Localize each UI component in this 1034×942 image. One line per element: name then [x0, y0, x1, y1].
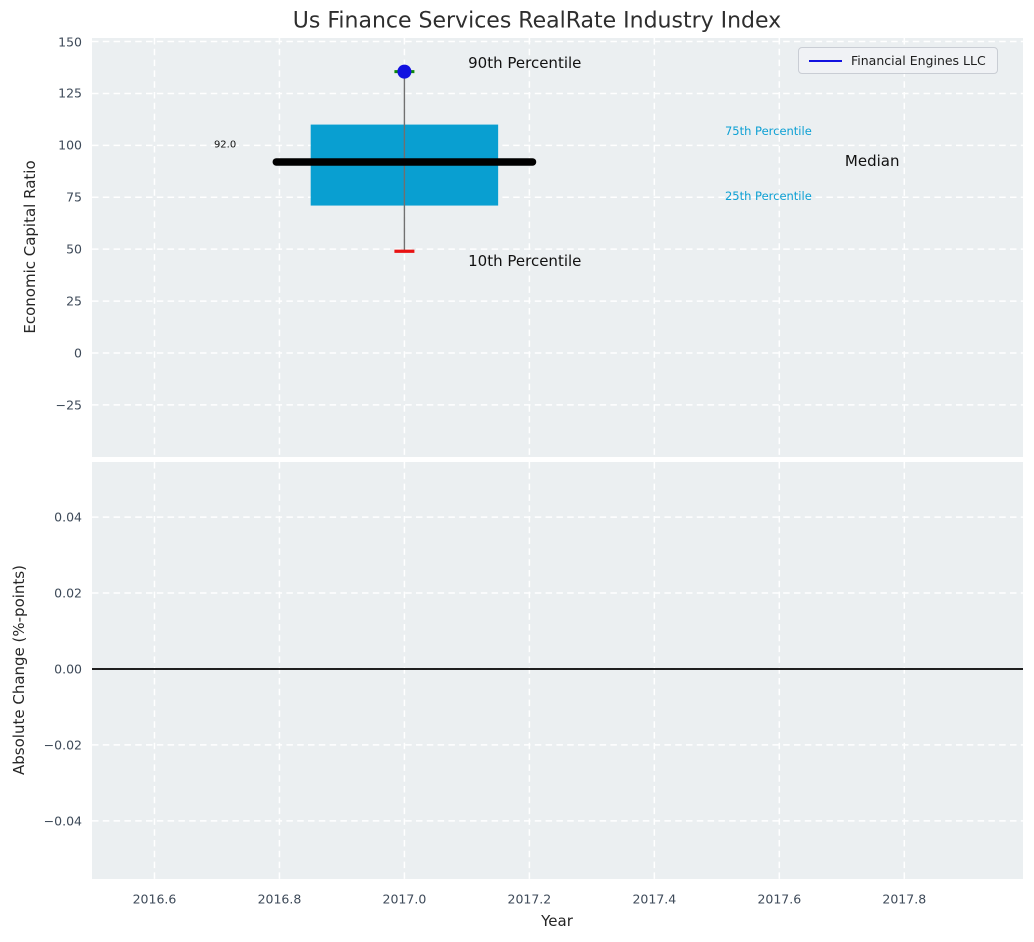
annotation-p25-label: 25th Percentile: [724, 189, 812, 204]
ytick-label-25: 25: [66, 293, 82, 309]
xlabel-year: Year: [541, 912, 573, 930]
xtick-label-2017.0: 2017.0: [382, 891, 427, 907]
annotation-p90-label: 90th Percentile: [468, 54, 582, 73]
annotation-p10-label: 10th Percentile: [468, 252, 582, 271]
xtick-label-2017.4: 2017.4: [632, 891, 677, 907]
ytick-label-−0.04: −0.04: [43, 813, 82, 829]
ylabel-absolute-change: Absolute Change (%-points): [10, 565, 28, 775]
legend-line-icon: [809, 59, 842, 62]
ytick-label-125: 125: [58, 85, 82, 101]
axes-background-economic-capital-ratio: [92, 38, 1023, 457]
ytick-label-−25: −25: [55, 397, 82, 413]
ytick-label-−0.02: −0.02: [43, 737, 82, 753]
legend[interactable]: Financial Engines LLC: [798, 47, 998, 74]
annotation-p75-label: 75th Percentile: [724, 124, 812, 139]
xtick-label-2017.2: 2017.2: [507, 891, 552, 907]
ytick-label-0.02: 0.02: [54, 585, 82, 601]
ytick-label-50: 50: [66, 241, 82, 257]
ytick-label-0.00: 0.00: [54, 661, 82, 677]
ytick-label-0: 0: [74, 345, 82, 361]
xtick-label-2017.6: 2017.6: [757, 891, 802, 907]
ylabel-economic-capital-ratio: Economic Capital Ratio: [21, 160, 39, 334]
chart-title: Us Finance Services RealRate Industry In…: [292, 8, 782, 34]
xtick-label-2016.6: 2016.6: [132, 891, 177, 907]
ytick-label-100: 100: [58, 137, 82, 153]
annotation-median-value: 92.0: [213, 139, 237, 151]
legend-label: Financial Engines LLC: [851, 53, 986, 68]
xtick-label-2017.8: 2017.8: [882, 891, 927, 907]
ytick-label-0.04: 0.04: [54, 509, 82, 525]
xtick-label-2016.8: 2016.8: [257, 891, 302, 907]
ytick-label-75: 75: [66, 189, 82, 205]
axes-background-absolute-change: [92, 462, 1023, 879]
annotation-median-label: Median: [844, 152, 900, 171]
company-marker[interactable]: [397, 64, 412, 79]
ytick-label-150: 150: [58, 34, 82, 50]
